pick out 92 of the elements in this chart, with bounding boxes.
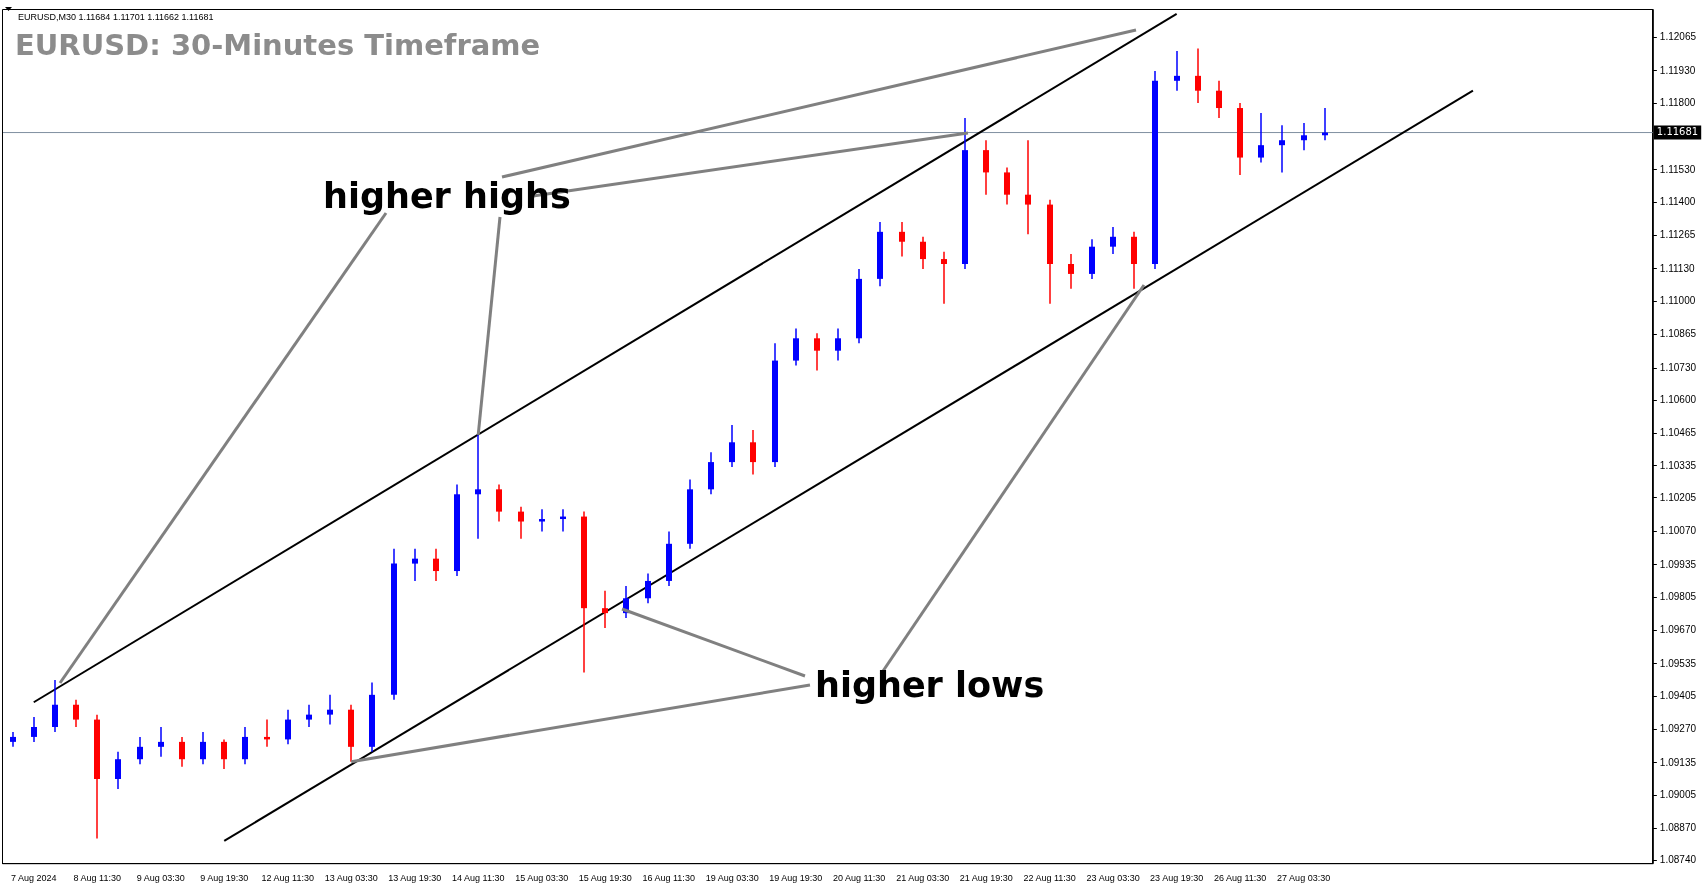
candlestick bbox=[179, 736, 185, 768]
x-tick-label: 13 Aug 19:30 bbox=[388, 873, 442, 884]
y-tick-label: 1.10465 bbox=[1659, 427, 1697, 439]
candlestick bbox=[73, 699, 79, 728]
candlestick bbox=[1301, 122, 1307, 151]
x-tick-label: 15 Aug 03:30 bbox=[515, 873, 569, 884]
y-tick-label: 1.09005 bbox=[1659, 788, 1697, 800]
x-tick-label: 8 Aug 11:30 bbox=[73, 873, 121, 884]
x-tick-label: 13 Aug 03:30 bbox=[324, 873, 378, 884]
candlestick bbox=[137, 736, 143, 765]
candlestick bbox=[221, 738, 227, 770]
annotation: higher highs bbox=[323, 176, 571, 216]
x-tick-label: 15 Aug 19:30 bbox=[578, 873, 632, 884]
annotation: higher lows bbox=[815, 665, 1045, 705]
x-tick-label: 12 Aug 11:30 bbox=[261, 873, 314, 884]
candlestick bbox=[475, 434, 481, 540]
y-tick-label: 1.10070 bbox=[1659, 525, 1697, 537]
y-tick-label: 1.11800 bbox=[1659, 96, 1696, 108]
candlestick bbox=[1068, 253, 1074, 290]
candlestick bbox=[539, 508, 545, 533]
candlestick bbox=[835, 327, 841, 362]
x-tick-label: 22 Aug 11:30 bbox=[1023, 873, 1076, 884]
candlestick bbox=[496, 483, 502, 523]
y-tick-label: 1.09270 bbox=[1659, 723, 1697, 735]
y-tick-label: 1.10205 bbox=[1659, 491, 1697, 503]
text: EURUSD: 30-Minutes Timeframe bbox=[15, 28, 541, 62]
x-tick-label: 27 Aug 03:30 bbox=[1277, 873, 1331, 884]
y-tick-label: 1.08870 bbox=[1659, 822, 1697, 834]
candlestick bbox=[31, 716, 37, 743]
x-tick-label: 21 Aug 03:30 bbox=[896, 873, 950, 884]
candlestick bbox=[242, 726, 248, 765]
candlestick bbox=[158, 726, 164, 758]
y-tick-label: 1.11400 bbox=[1659, 195, 1696, 207]
y-tick-label: 1.12065 bbox=[1659, 31, 1697, 43]
candlestick bbox=[1174, 50, 1180, 92]
x-tick-label: 19 Aug 19:30 bbox=[769, 873, 823, 884]
candlestick bbox=[327, 694, 333, 726]
x-tick-label: 16 Aug 11:30 bbox=[642, 873, 695, 884]
x-tick-label: 9 Aug 03:30 bbox=[136, 873, 185, 884]
candlestick bbox=[1025, 139, 1031, 236]
y-tick-label: 1.09405 bbox=[1659, 689, 1697, 701]
y-tick-label: 1.09805 bbox=[1659, 590, 1697, 602]
x-tick-label: 9 Aug 19:30 bbox=[200, 873, 249, 884]
y-tick-label: 1.09135 bbox=[1659, 756, 1697, 768]
y-tick-label: 1.10335 bbox=[1659, 459, 1697, 471]
candlestick bbox=[645, 572, 651, 604]
y-tick-label: 1.11000 bbox=[1659, 294, 1696, 306]
candlestick bbox=[793, 327, 799, 367]
x-tick-label: 7 Aug 2024 bbox=[10, 873, 57, 884]
candlestick bbox=[899, 221, 905, 258]
y-tick-label: 1.11130 bbox=[1659, 262, 1695, 274]
y-tick-label: 1.09935 bbox=[1659, 558, 1697, 570]
x-tick-label: 19 Aug 03:30 bbox=[705, 873, 759, 884]
candlestick bbox=[750, 429, 756, 476]
candlestick bbox=[1195, 47, 1201, 104]
x-tick-label: 14 Aug 11:30 bbox=[452, 873, 505, 884]
x-tick-label: 21 Aug 19:30 bbox=[959, 873, 1013, 884]
y-tick-label: 1.09535 bbox=[1659, 657, 1697, 669]
candlestick bbox=[306, 703, 312, 728]
candlestick bbox=[10, 731, 16, 748]
y-tick-label: 1.10865 bbox=[1659, 328, 1697, 340]
y-tick-label: 1.09670 bbox=[1659, 624, 1697, 636]
candlestick bbox=[1110, 226, 1116, 255]
candlestick bbox=[518, 505, 524, 540]
x-tick-label: 23 Aug 19:30 bbox=[1150, 873, 1204, 884]
y-tick-label: 1.11930 bbox=[1659, 64, 1696, 76]
candlestick bbox=[433, 548, 439, 582]
candlestick bbox=[285, 708, 291, 746]
candlestick bbox=[1216, 80, 1222, 119]
candlestick bbox=[200, 731, 206, 765]
x-tick-label: 20 Aug 11:30 bbox=[832, 873, 886, 884]
candlestick bbox=[729, 424, 735, 468]
annotation: EURUSD,M30 1.11684 1.11701 1.11662 1.11681 bbox=[18, 12, 214, 22]
x-tick-label: 23 Aug 03:30 bbox=[1086, 873, 1140, 884]
candlestick bbox=[52, 679, 58, 733]
candlestick bbox=[1004, 166, 1010, 206]
candlestick bbox=[983, 139, 989, 196]
candlestick bbox=[1279, 124, 1285, 174]
candlestick bbox=[814, 332, 820, 372]
candlestick bbox=[602, 590, 608, 629]
y-tick-label: 1.10600 bbox=[1659, 393, 1697, 405]
y-tick-label: 1.11530 bbox=[1659, 163, 1696, 175]
ref-line-label: 1.11681 bbox=[1656, 126, 1699, 138]
y-tick-label: 1.10730 bbox=[1659, 361, 1697, 373]
candlestick bbox=[412, 548, 418, 582]
y-tick-label: 1.11265 bbox=[1659, 229, 1696, 241]
candlestick bbox=[115, 751, 121, 790]
candlestick bbox=[941, 250, 947, 305]
candlestick bbox=[1258, 112, 1264, 164]
x-tick-label: 26 Aug 11:30 bbox=[1213, 873, 1267, 884]
y-tick-label: 1.08740 bbox=[1659, 854, 1697, 866]
candlestick bbox=[920, 236, 926, 270]
